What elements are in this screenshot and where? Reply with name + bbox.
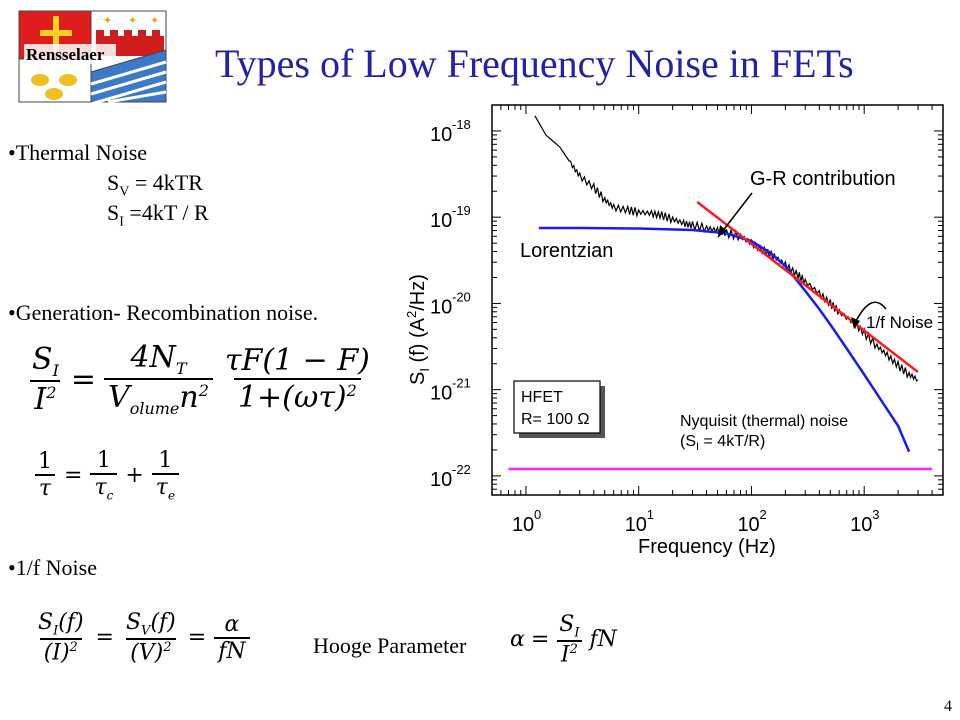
hfet-box xyxy=(513,380,601,434)
slide-title: Types of Low Frequency Noise in FETs xyxy=(215,41,854,86)
x-tick-label: 10 xyxy=(850,514,872,536)
y-tick-label-exponent: -18 xyxy=(452,117,471,132)
y-tick-label: 10 xyxy=(430,383,452,405)
lorentzian-term: τF(1 − F) 1+(ωτ)2 xyxy=(224,343,370,415)
flicker-formula: SI(f) (I)2 = SV(f) (V)2 = α fN xyxy=(34,610,250,666)
x-tick-label: 10 xyxy=(737,514,759,536)
y-tick-label-exponent: -21 xyxy=(452,376,471,391)
thermal-noise-label: Nyquisit (thermal) noise xyxy=(680,413,848,430)
svg-text:✦: ✦ xyxy=(150,15,159,27)
x-tick-label-exponent: 0 xyxy=(534,507,541,522)
y-tick-label: 10 xyxy=(430,469,452,491)
one-over-f-arrow-head xyxy=(851,317,860,329)
y-axis-label: SI (f) (A2/Hz) xyxy=(404,274,432,385)
thermal-noise-heading: •Thermal Noise xyxy=(8,140,148,165)
hooge-label: Hooge Parameter xyxy=(313,633,467,658)
one-over-f-line xyxy=(696,201,919,373)
hooge-formula: α = SI I2 fN xyxy=(510,612,617,668)
gr-contribution-label: G-R contribution xyxy=(750,168,896,190)
x-tick-label-exponent: 1 xyxy=(647,507,654,522)
x-tick-label-exponent: 3 xyxy=(872,507,879,522)
one-over-f-arrow xyxy=(855,301,887,322)
rensselaer-logo: ✦ ✦ ✦ Rensselaer xyxy=(18,10,167,104)
y-tick-label: 10 xyxy=(430,296,452,318)
logo-text: Rensselaer xyxy=(26,45,105,64)
si-subscript: I xyxy=(119,214,124,230)
si-symbol: S xyxy=(107,200,120,225)
si-rest: =4kT / R xyxy=(123,200,209,225)
thermal-noise-formula: (SI = 4kT/R) xyxy=(680,433,765,453)
sv-rest: = 4kTR xyxy=(129,170,203,195)
sv-symbol: S xyxy=(107,170,120,195)
y-tick-label-exponent: -22 xyxy=(452,462,471,477)
thermal-si-formula: SI =4kT / R xyxy=(107,200,209,230)
x-tick-label-exponent: 2 xyxy=(759,507,766,522)
page-number: 4 xyxy=(944,698,952,715)
gr-arrow-head xyxy=(718,225,727,237)
y-tick-label-exponent: -19 xyxy=(452,203,471,218)
sv-subscript: V xyxy=(119,184,130,200)
y-tick-label: 10 xyxy=(430,210,452,232)
svg-text:✦: ✦ xyxy=(128,15,137,27)
x-tick-label: 10 xyxy=(512,514,534,536)
flicker-noise-heading: •1/f Noise xyxy=(8,555,97,580)
lorentzian-label: Lorentzian xyxy=(520,240,613,262)
thermal-sv-formula: SV = 4kTR xyxy=(107,170,203,200)
gr-noise-heading: •Generation- Recombination noise. xyxy=(8,300,319,325)
svg-text:✦: ✦ xyxy=(103,15,112,27)
gr-noise-formula: SI I2 = 4NT Volumen2 τF(1 − F) 1+(ωτ)2 xyxy=(28,340,374,418)
hfet-label: HFET xyxy=(521,389,563,406)
y-tick-label: 10 xyxy=(430,124,452,146)
x-tick-label: 10 xyxy=(625,514,647,536)
si-over-i2: SI I2 xyxy=(30,341,61,417)
one-over-f-label: 1/f Noise xyxy=(866,313,933,332)
x-axis-label: Frequency (Hz) xyxy=(638,536,776,558)
nt-over-volume: 4NT Volumen2 xyxy=(104,340,213,418)
y-tick-label-exponent: -20 xyxy=(452,289,471,304)
resistance-label: R= 100 Ω xyxy=(521,411,589,428)
